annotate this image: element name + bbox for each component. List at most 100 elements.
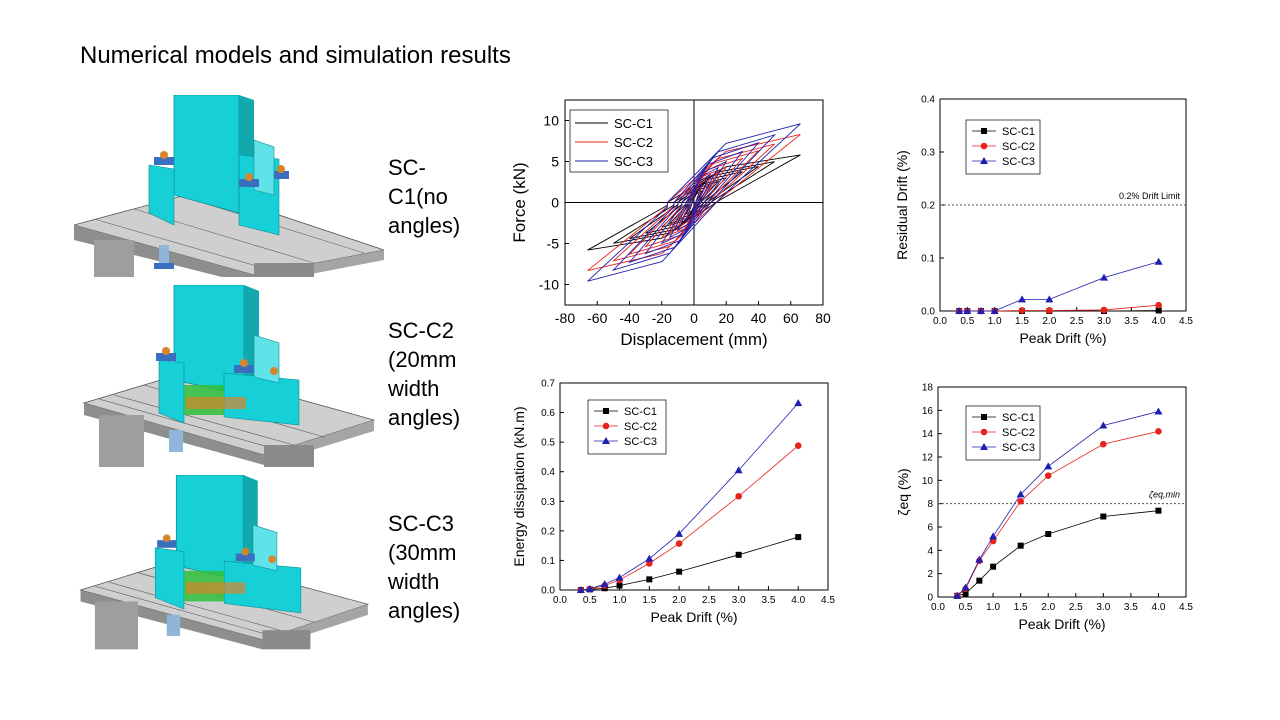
- data-point-sc-c3: [576, 586, 585, 593]
- legend-box: [965, 405, 1041, 461]
- data-point-sc-c2: [1155, 428, 1162, 435]
- x-tick-label: -40: [619, 310, 639, 326]
- energy-dissipation-chart: 0.0 0.5 1.0 1.5 2.0 2.5 3.0 3.5 4.0 4.5 0.0 0.1 0.2 0…: [511, 379, 835, 626]
- data-point-sc-c1: [795, 534, 802, 541]
- data-point-sc-c1: [616, 582, 623, 589]
- x-tick-label: 3.5: [1124, 602, 1138, 613]
- y-tick-label: 0.1: [921, 254, 935, 265]
- data-point-sc-c3: [1016, 490, 1025, 498]
- data-point-sc-c1: [735, 551, 742, 558]
- x-tick-label: 80: [815, 310, 831, 326]
- y-axis-label: ζeq (%): [895, 468, 911, 515]
- data-point-sc-c1: [1017, 542, 1024, 549]
- data-point-sc-c3: [1100, 273, 1108, 281]
- data-point-sc-c2: [646, 560, 653, 567]
- x-tick-label: 2.5: [702, 595, 716, 606]
- data-point-sc-c3: [955, 307, 964, 314]
- legend-box: [587, 399, 667, 455]
- x-tick-label: -60: [587, 310, 607, 326]
- x-tick-label: 3.0: [1097, 316, 1111, 327]
- y-tick-label: 4: [927, 546, 933, 557]
- data-point-sc-c1: [1155, 507, 1162, 514]
- x-tick-label: 0.0: [553, 595, 567, 606]
- x-tick-label: 0.5: [959, 602, 973, 613]
- y-tick-label: 0.1: [541, 556, 555, 567]
- legend-label: SC-C3: [1002, 156, 1035, 168]
- legend-label: SC-C1: [1002, 412, 1035, 424]
- model-caption-sc-c3: SC-C3 (30mm width angles): [388, 511, 461, 623]
- x-tick-label: 1.5: [642, 595, 656, 606]
- x-tick-label: 4.5: [821, 595, 835, 606]
- series-line-sc-c2: [959, 304, 1159, 312]
- y-tick-label: -5: [547, 236, 560, 252]
- x-tick-label: 1.0: [988, 316, 1002, 327]
- data-point-sc-c3: [675, 529, 684, 537]
- x-tick-label: 0.0: [933, 316, 947, 327]
- y-tick-label: 0.7: [541, 379, 555, 390]
- data-point-sc-c3: [645, 554, 654, 562]
- data-point-sc-c2: [1100, 306, 1108, 314]
- y-tick-label: 6: [927, 523, 933, 534]
- legend-marker: [981, 128, 987, 134]
- x-tick-label: 1.5: [1014, 602, 1028, 613]
- legend-marker: [602, 422, 610, 430]
- x-tick-label: 3.5: [1124, 316, 1138, 327]
- hysteresis-loops-sc-c3: [587, 123, 801, 282]
- hysteresis-chart: -80 -60 -40 -20 0 20 40 60 80 -10 -5 0 5 10 Displaceme…: [510, 99, 831, 349]
- x-tick-label: 4.5: [1179, 602, 1193, 613]
- data-point-sc-c3: [989, 532, 998, 540]
- data-point-sc-c3: [977, 307, 985, 314]
- series-line-sc-c1: [957, 510, 1159, 597]
- y-tick-label: 0.2: [921, 201, 935, 212]
- data-point-sc-c3: [1099, 421, 1108, 429]
- plot-frame: [937, 386, 1187, 598]
- y-tick-label: 8: [927, 499, 933, 510]
- legend-marker: [980, 142, 988, 150]
- y-tick-label: 2: [927, 569, 933, 580]
- data-point-sc-c3: [963, 307, 972, 314]
- data-point-sc-c2: [675, 540, 683, 547]
- data-point-sc-c1: [990, 563, 997, 570]
- x-axis-label: Peak Drift (%): [1019, 330, 1106, 346]
- x-tick-label: 2.0: [1041, 602, 1055, 613]
- data-point-sc-c3: [1018, 295, 1026, 303]
- data-point-sc-c2: [1100, 440, 1107, 448]
- data-point-sc-c2: [735, 492, 742, 500]
- x-tick-label: 20: [718, 310, 734, 326]
- y-tick-label: 0: [927, 593, 933, 604]
- data-point-sc-c3: [1044, 462, 1053, 470]
- legend-label: SC-C2: [1002, 427, 1035, 439]
- data-point-sc-c1: [1155, 307, 1162, 314]
- data-point-sc-c1: [676, 568, 683, 575]
- y-tick-label: 0.3: [541, 497, 555, 508]
- legend-label: SC-C1: [1002, 126, 1035, 138]
- y-tick-label: 0.6: [541, 408, 555, 419]
- x-tick-label: 0.5: [960, 316, 974, 327]
- y-tick-label: 10: [922, 476, 934, 487]
- x-axis-label: Peak Drift (%): [1018, 616, 1105, 632]
- x-tick-label: 0.5: [583, 595, 597, 606]
- y-tick-label: 16: [922, 406, 934, 417]
- y-tick-label: 0.3: [921, 148, 935, 159]
- x-tick-label: 40: [751, 310, 767, 326]
- y-tick-label: 0.4: [921, 95, 935, 106]
- y-tick-label: 18: [922, 383, 934, 394]
- x-tick-label: 1.5: [1015, 316, 1029, 327]
- data-point-sc-c3: [794, 399, 803, 407]
- y-tick-label: 10: [543, 113, 559, 129]
- x-tick-label: 4.5: [1179, 316, 1193, 327]
- y-axis-label: Residual Drift (%): [894, 150, 910, 260]
- data-point-sc-c3: [961, 583, 970, 591]
- legend-label: SC-C3: [614, 154, 653, 169]
- series-line-sc-c2: [957, 430, 1159, 597]
- data-point-sc-c1: [1100, 513, 1107, 520]
- y-tick-label: 14: [922, 429, 934, 440]
- data-point-sc-c2: [1044, 472, 1052, 479]
- y-tick-label: 0: [551, 195, 559, 211]
- x-tick-label: 4.0: [791, 595, 805, 606]
- x-tick-label: -20: [652, 310, 672, 326]
- x-tick-label: 0.0: [931, 602, 945, 613]
- data-point-sc-c3: [1154, 407, 1163, 415]
- legend-marker: [602, 437, 610, 444]
- legend-box: [965, 119, 1041, 175]
